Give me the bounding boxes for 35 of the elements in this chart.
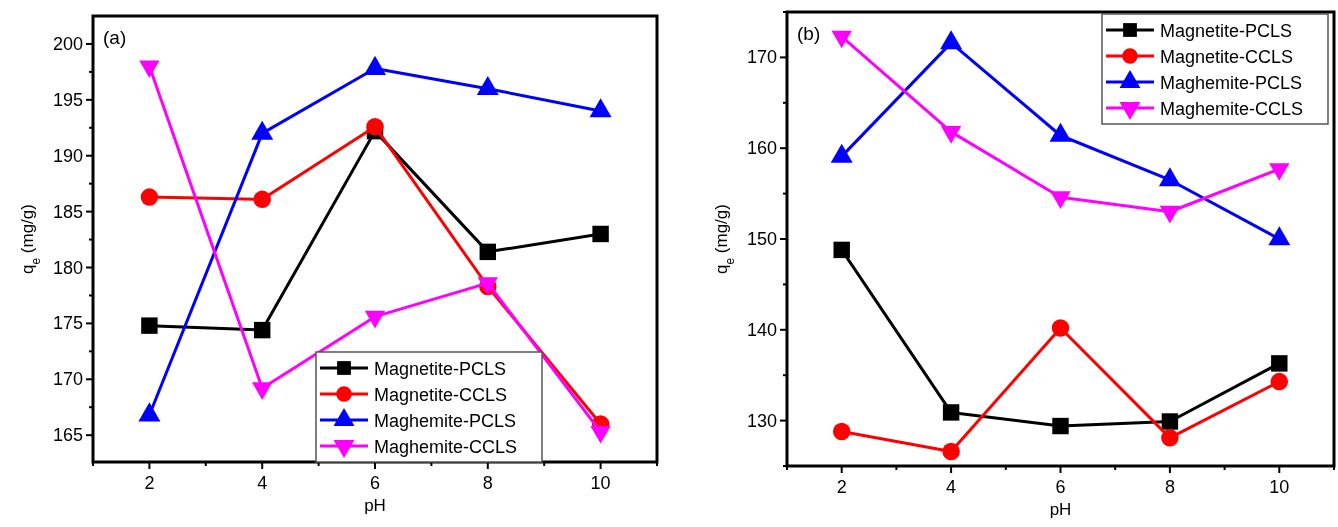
x-axis-title: pH bbox=[364, 496, 386, 515]
y-tick-label: 180 bbox=[52, 257, 83, 278]
text: (b) bbox=[797, 23, 821, 44]
legend-label: Magnetite-CCLS bbox=[374, 385, 508, 405]
legend-label: Maghemite-CCLS bbox=[1160, 99, 1304, 119]
x-tick-label: 10 bbox=[590, 473, 611, 493]
y-tick-label: 195 bbox=[52, 89, 83, 110]
legend-label: Maghemite-PCLS bbox=[1160, 73, 1303, 93]
legend-label: Maghemite-PCLS bbox=[374, 411, 517, 431]
x-tick-label: 6 bbox=[369, 473, 381, 493]
text: (a) bbox=[103, 27, 127, 48]
y-tick-label: 175 bbox=[52, 313, 83, 334]
y-tick-label: 160 bbox=[746, 138, 777, 159]
x-tick-label: 2 bbox=[836, 477, 847, 497]
y-tick-label: 150 bbox=[746, 229, 777, 249]
y-tick-label: 170 bbox=[746, 47, 777, 68]
y-tick-label: 190 bbox=[52, 145, 83, 166]
y-tick-label: 170 bbox=[52, 369, 83, 390]
x-tick-label: 2 bbox=[144, 473, 155, 493]
x-tick-label: 8 bbox=[482, 473, 493, 493]
y-tick-label: 185 bbox=[52, 201, 83, 222]
y-tick-label: 140 bbox=[746, 319, 777, 340]
legend-label: Magnetite-PCLS bbox=[374, 359, 507, 379]
x-tick-label: 4 bbox=[257, 473, 268, 493]
x-tick-label: 4 bbox=[946, 477, 957, 497]
legend-label: Magnetite-PCLS bbox=[1160, 21, 1293, 41]
x-tick-label: 10 bbox=[1269, 477, 1290, 497]
x-axis-title: pH bbox=[1049, 500, 1072, 519]
y-tick-label: 165 bbox=[52, 425, 83, 446]
legend-label: Magnetite-CCLS bbox=[1160, 47, 1294, 67]
y-tick-label: 130 bbox=[746, 410, 777, 431]
y-tick-label: 200 bbox=[52, 33, 83, 54]
legend-label: Maghemite-CCLS bbox=[374, 437, 518, 457]
x-tick-label: 8 bbox=[1164, 477, 1175, 497]
x-tick-label: 6 bbox=[1055, 477, 1066, 497]
